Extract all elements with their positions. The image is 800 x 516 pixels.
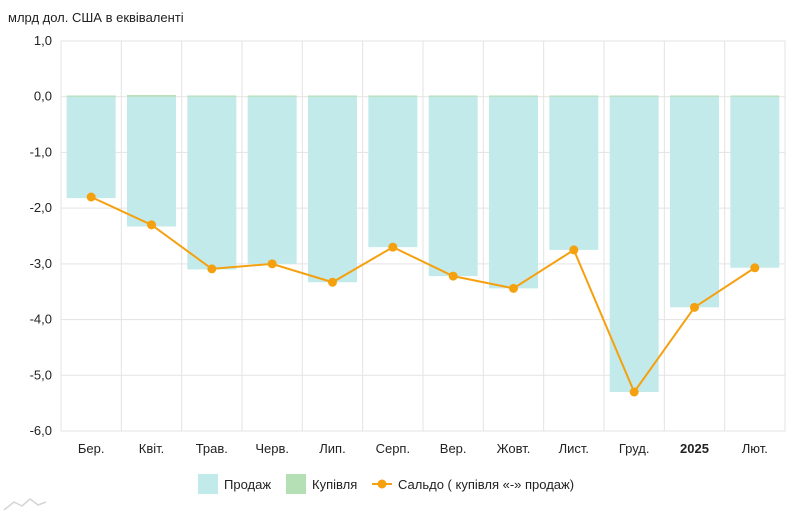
bar-sales bbox=[489, 96, 538, 289]
x-tick-label: Квіт. bbox=[139, 441, 165, 456]
balance-point bbox=[388, 242, 398, 252]
x-tick-label: Вер. bbox=[440, 441, 467, 456]
bar-purchase bbox=[127, 95, 176, 97]
legend: Продаж Купівля Сальдо ( купівля «-» продаж… bbox=[198, 474, 574, 494]
x-tick-label: Серп. bbox=[376, 441, 411, 456]
balance-point bbox=[86, 192, 96, 202]
bar-sales bbox=[247, 96, 297, 264]
y-tick-label: -1,0 bbox=[30, 144, 52, 159]
x-tick-label: Лип. bbox=[319, 441, 345, 456]
bar-purchase bbox=[609, 95, 659, 97]
y-tick-label: -3,0 bbox=[30, 256, 52, 271]
bar-purchase bbox=[247, 95, 297, 97]
bar-purchase bbox=[368, 95, 418, 97]
x-tick-label: Жовт. bbox=[497, 441, 531, 456]
x-tick-label: Черв. bbox=[255, 441, 289, 456]
legend-swatch-sales bbox=[198, 474, 218, 494]
balance-point bbox=[750, 263, 760, 273]
bar-sales bbox=[730, 96, 780, 268]
balance-line bbox=[86, 192, 760, 397]
watermark-logo bbox=[3, 498, 47, 511]
balance-point bbox=[448, 271, 458, 281]
x-tick-label: 2025 bbox=[680, 441, 709, 456]
axes: 1,0 0,0 -1,0 -2,0 -3,0 -4,0 -5,0 -6,0 Бер. Квіт. Т… bbox=[30, 33, 768, 456]
balance-point bbox=[509, 283, 518, 293]
grid bbox=[60, 40, 786, 432]
y-tick-label: -2,0 bbox=[30, 200, 52, 215]
y-unit-label: млрд дол. США в еквіваленті bbox=[8, 10, 184, 25]
x-tick-label: Груд. bbox=[619, 441, 650, 456]
balance-point bbox=[207, 264, 217, 274]
bars bbox=[66, 95, 780, 392]
bar-sales bbox=[66, 96, 116, 199]
bar-purchase bbox=[428, 95, 478, 97]
legend-swatch-purchase bbox=[286, 474, 306, 494]
y-tick-label: -4,0 bbox=[30, 312, 52, 327]
legend-label-purchase: Купівля bbox=[312, 477, 357, 492]
y-tick-label: -5,0 bbox=[30, 367, 52, 382]
balance-point bbox=[267, 259, 277, 269]
bar-sales bbox=[609, 96, 659, 392]
bar-purchase bbox=[549, 95, 599, 97]
balance-point bbox=[569, 245, 579, 255]
bar-sales bbox=[428, 96, 478, 277]
legend-marker-balance bbox=[377, 479, 387, 489]
legend-label-balance: Сальдо ( купівля «-» продаж) bbox=[398, 477, 574, 492]
bar-sales bbox=[187, 96, 237, 270]
x-tick-label: Лист. bbox=[559, 441, 589, 456]
bar-sales bbox=[549, 96, 599, 250]
y-tick-label: -6,0 bbox=[30, 423, 52, 438]
balance-point bbox=[629, 387, 639, 397]
bar-sales bbox=[368, 96, 418, 248]
bar-purchase bbox=[66, 95, 116, 97]
bar-purchase bbox=[670, 95, 719, 97]
y-tick-label: 1,0 bbox=[34, 33, 52, 48]
balance-point bbox=[147, 220, 156, 230]
bar-purchase bbox=[489, 95, 538, 97]
bar-purchase bbox=[730, 95, 780, 97]
bar-purchase bbox=[308, 95, 357, 97]
balance-point bbox=[328, 277, 337, 287]
bar-purchase bbox=[187, 95, 237, 97]
balance-point bbox=[690, 302, 699, 312]
bar-sales bbox=[308, 96, 357, 283]
y-tick-label: 0,0 bbox=[34, 89, 52, 104]
legend-label-sales: Продаж bbox=[224, 477, 271, 492]
balance-series-line bbox=[90, 196, 756, 395]
x-tick-label: Бер. bbox=[78, 441, 105, 456]
x-tick-label: Трав. bbox=[196, 441, 228, 456]
x-tick-label: Лют. bbox=[742, 441, 768, 456]
bar-sales bbox=[670, 96, 719, 308]
bar-sales bbox=[127, 96, 176, 227]
